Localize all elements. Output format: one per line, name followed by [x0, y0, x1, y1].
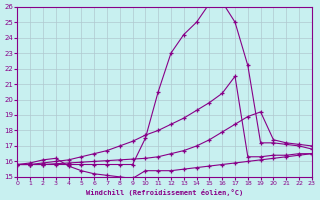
- X-axis label: Windchill (Refroidissement éolien,°C): Windchill (Refroidissement éolien,°C): [86, 189, 243, 196]
